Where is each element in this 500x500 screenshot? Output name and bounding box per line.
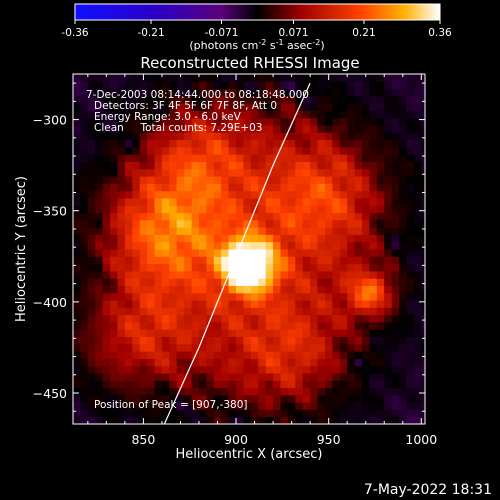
annotation-energy-range: Energy Range: 3.0 - 6.0 keV <box>94 111 242 123</box>
colorbar-tick-label: -0.21 <box>137 27 164 39</box>
solar-limb-line <box>163 82 311 424</box>
footer-timestamp: 7-May-2022 18:31 <box>363 482 492 498</box>
colorbar-ticks: -0.36 -0.21 -0.071 0.071 0.21 0.36 <box>61 20 452 39</box>
heatmap-image <box>73 74 425 424</box>
y-tick-label: −300 <box>33 113 67 128</box>
annotation-detectors: Detectors: 3F 4F 5F 6F 7F 8F, Att 0 <box>94 100 277 112</box>
colorbar-tick-label: -0.36 <box>61 27 88 39</box>
y-tick-label: −350 <box>33 204 67 219</box>
colorbar-unit-label: (photons cm-2 s-1 asec-2) <box>189 38 324 52</box>
axis-ticks: 850 900 950 1000 −300 −350 −400 −450 <box>33 74 437 447</box>
plot-frame <box>72 73 426 425</box>
colorbar-tick-label: 0.21 <box>352 27 375 39</box>
y-axis-label: Heliocentric Y (arcsec) <box>14 176 29 322</box>
annotation-time-range: 7-Dec-2003 08:14:44.000 to 08:18:48.000 <box>86 89 309 101</box>
y-tick-label: −400 <box>33 295 67 310</box>
peak-position-label: Position of Peak = [907,-380] <box>94 399 248 411</box>
x-tick-label: 850 <box>131 432 155 447</box>
colorbar <box>74 3 441 21</box>
x-tick-label: 900 <box>224 432 248 447</box>
chart-title: Reconstructed RHESSI Image <box>140 54 359 72</box>
x-tick-label: 1000 <box>405 432 437 447</box>
colorbar-tick-label: -0.071 <box>205 27 239 39</box>
colorbar-tick-label: 0.36 <box>428 27 452 39</box>
x-axis-label: Heliocentric X (arcsec) <box>176 447 323 462</box>
colorbar-tick-label: 0.071 <box>278 27 308 39</box>
x-tick-label: 950 <box>317 432 341 447</box>
annotation-clean-counts: Clean Total counts: 7.29E+03 <box>94 122 263 134</box>
y-tick-label: −450 <box>33 386 67 401</box>
